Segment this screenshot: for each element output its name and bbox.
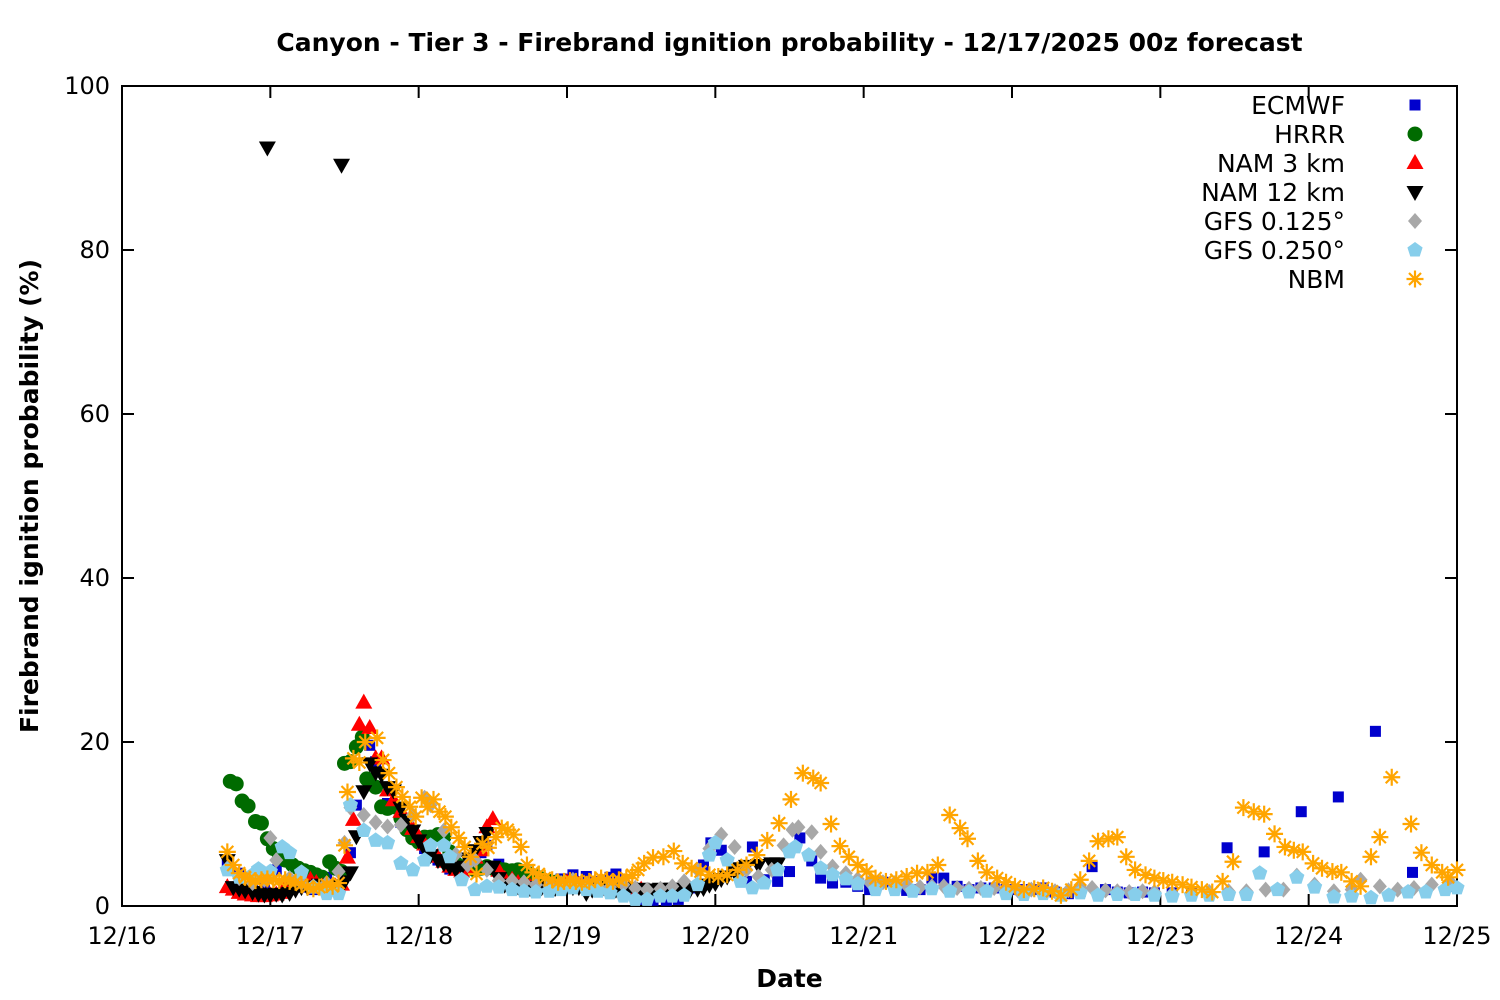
legend-label: ECMWF [1251,91,1345,120]
x-axis-label: Date [756,964,823,993]
legend-marker-triangle-down [1406,186,1424,201]
x-tick-label: 12/25 [1422,922,1491,950]
x-tick-label: 12/18 [384,922,453,950]
legend-marker-asterisk [1406,270,1424,288]
x-tick-label: 12/22 [977,922,1046,950]
legend-item-ecmwf: ECMWF [1251,91,1421,120]
y-tick-label: 80 [79,236,110,264]
legend-marker-circle [1407,126,1423,142]
x-tick-label: 12/16 [87,922,156,950]
legend-label: HRRR [1274,120,1345,149]
y-tick-label: 40 [79,564,110,592]
x-tick-label: 12/20 [681,922,750,950]
legend-marker-triangle-up [1406,154,1424,169]
chart-title: Canyon - Tier 3 - Firebrand ignition pro… [276,28,1303,57]
legend-item-nbm: NBM [1288,265,1424,294]
y-axis-ticks: 0 20 40 60 80 100 [64,72,1457,920]
legend-label: NBM [1288,265,1345,294]
y-tick-label: 0 [95,892,110,920]
legend-item-gfs-0-125: GFS 0.125° [1204,207,1422,236]
legend-marker-pentagon [1407,242,1423,257]
legend-label: NAM 12 km [1201,178,1345,207]
y-tick-label: 100 [64,72,110,100]
legend-label: GFS 0.125° [1204,207,1345,236]
x-tick-label: 12/19 [532,922,601,950]
x-axis-ticks: 12/16 12/17 12/18 12/19 12/20 12/21 12/22 12/23… [87,86,1492,950]
x-tick-label: 12/23 [1126,922,1195,950]
legend-item-hrrr: HRRR [1274,120,1423,149]
series-nbm [218,729,1466,904]
y-tick-label: 60 [79,400,110,428]
series-nam-12-km [218,141,787,904]
x-tick-label: 12/17 [236,922,305,950]
legend-item-nam-3-km: NAM 3 km [1217,149,1424,178]
legend-marker-square [1409,99,1421,111]
y-tick-label: 20 [79,728,110,756]
x-tick-label: 12/21 [829,922,898,950]
legend-item-nam-12-km: NAM 12 km [1201,178,1424,207]
legend-item-gfs-0-250: GFS 0.250° [1204,236,1423,265]
x-tick-label: 12/24 [1274,922,1343,950]
legend-label: NAM 3 km [1217,149,1345,178]
legend-marker-diamond [1408,213,1422,229]
plot-border [121,85,1458,907]
series-gfs-0-250 [219,797,1465,906]
legend-label: GFS 0.250° [1204,236,1345,265]
